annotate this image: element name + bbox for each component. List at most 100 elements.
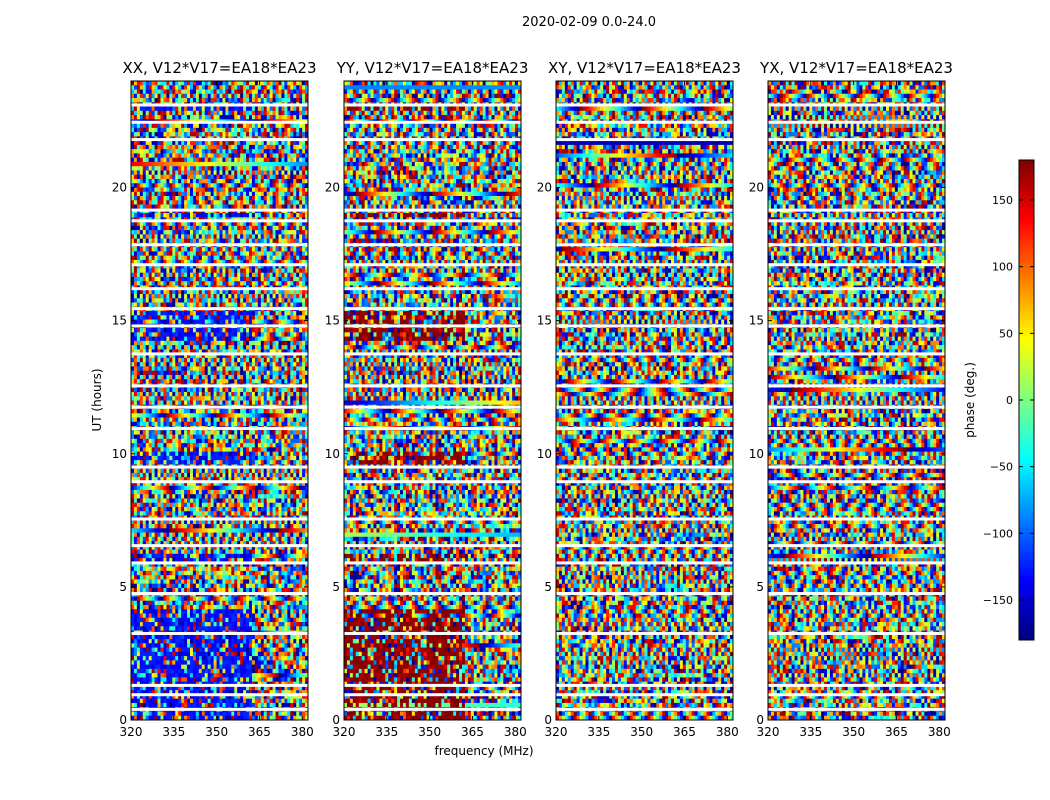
heatmap-cell	[161, 81, 164, 86]
heatmap-cell	[181, 81, 184, 86]
heatmap-cell	[161, 115, 164, 120]
heatmap-cell	[222, 98, 225, 103]
heatmap-cell	[163, 107, 166, 112]
heatmap-cell	[284, 90, 287, 95]
heatmap-cell	[172, 132, 175, 137]
heatmap-cell	[131, 124, 134, 129]
heatmap-cell	[270, 128, 273, 133]
heatmap-cell	[276, 124, 279, 129]
heatmap-cell	[290, 115, 293, 120]
heatmap-cell	[214, 115, 217, 120]
heatmap-cell	[264, 115, 267, 120]
heatmap-cell	[134, 81, 137, 86]
heatmap-cell	[190, 124, 193, 129]
heatmap-cell	[261, 132, 264, 137]
heatmap-cell	[240, 111, 243, 116]
heatmap-cell	[290, 111, 293, 116]
heatmap-cell	[240, 132, 243, 137]
heatmap-cell	[273, 111, 276, 116]
heatmap-cell	[131, 94, 134, 99]
heatmap-cell	[199, 85, 202, 90]
heatmap-cell	[152, 111, 155, 116]
heatmap-cell	[231, 111, 234, 116]
heatmap-cell	[161, 124, 164, 129]
heatmap-cell	[293, 115, 296, 120]
heatmap-cell	[134, 115, 137, 120]
heatmap-cell	[246, 111, 249, 116]
heatmap-cell	[281, 111, 284, 116]
heatmap-cell	[234, 124, 237, 129]
heatmap-cell	[252, 115, 255, 120]
heatmap-cell	[231, 115, 234, 120]
heatmap-cell	[146, 107, 149, 112]
heatmap-cell	[299, 94, 302, 99]
heatmap-cell	[202, 128, 205, 133]
heatmap-cell	[172, 111, 175, 116]
heatmap-cell	[214, 128, 217, 133]
heatmap-cell	[237, 98, 240, 103]
heatmap-cell	[163, 90, 166, 95]
heatmap-cell	[220, 107, 223, 112]
heatmap-cell	[252, 107, 255, 112]
heatmap-cell	[193, 98, 196, 103]
heatmap-cell	[273, 128, 276, 133]
heatmap-cell	[152, 124, 155, 129]
heatmap-cell	[152, 81, 155, 86]
heatmap-cell	[158, 132, 161, 137]
heatmap-cell	[220, 94, 223, 99]
heatmap-cell	[205, 107, 208, 112]
heatmap-cell	[169, 85, 172, 90]
heatmap-cell	[302, 132, 305, 137]
heatmap-cell	[155, 128, 158, 133]
heatmap-cell	[273, 90, 276, 95]
heatmap-cell	[190, 98, 193, 103]
heatmap-cell	[202, 98, 205, 103]
heatmap-cell	[267, 81, 270, 86]
heatmap-cell	[193, 128, 196, 133]
heatmap-cell	[205, 124, 208, 129]
heatmap-cell	[234, 81, 237, 86]
heatmap-cell	[193, 111, 196, 116]
heatmap-cell	[284, 115, 287, 120]
heatmap-cell	[302, 124, 305, 129]
heatmap-cell	[246, 94, 249, 99]
heatmap-cell	[163, 111, 166, 116]
heatmap-cell	[187, 132, 190, 137]
heatmap-cell	[261, 94, 264, 99]
heatmap-cell	[228, 124, 231, 129]
heatmap-cell	[284, 94, 287, 99]
heatmap-cell	[166, 90, 169, 95]
heatmap-cell	[281, 81, 284, 86]
heatmap-cell	[276, 111, 279, 116]
heatmap-cell	[258, 115, 261, 120]
heatmap-cell	[287, 81, 290, 86]
heatmap-cell	[267, 128, 270, 133]
heatmap-cell	[222, 124, 225, 129]
heatmap-cell	[228, 81, 231, 86]
heatmap-cell	[149, 111, 152, 116]
heatmap-cell	[161, 85, 164, 90]
heatmap-cell	[199, 90, 202, 95]
heatmap-cell	[169, 124, 172, 129]
heatmap-cell	[131, 90, 134, 95]
heatmap-cell	[246, 98, 249, 103]
heatmap-cell	[175, 124, 178, 129]
heatmap-cell	[181, 94, 184, 99]
heatmap-cell	[143, 124, 146, 129]
heatmap-cell	[243, 98, 246, 103]
heatmap-cell	[131, 107, 134, 112]
heatmap-cell	[281, 94, 284, 99]
heatmap-cell	[172, 128, 175, 133]
heatmap-cell	[158, 128, 161, 133]
heatmap-cell	[175, 111, 178, 116]
heatmap-cell	[184, 98, 187, 103]
heatmap-cell	[246, 132, 249, 137]
heatmap-cell	[252, 132, 255, 137]
heatmap-cell	[279, 111, 282, 116]
heatmap-cell	[264, 132, 267, 137]
heatmap-cell	[140, 128, 143, 133]
heatmap-cell	[279, 115, 282, 120]
heatmap-cell	[208, 124, 211, 129]
heatmap-cell	[137, 132, 140, 137]
heatmap-cell	[199, 111, 202, 116]
